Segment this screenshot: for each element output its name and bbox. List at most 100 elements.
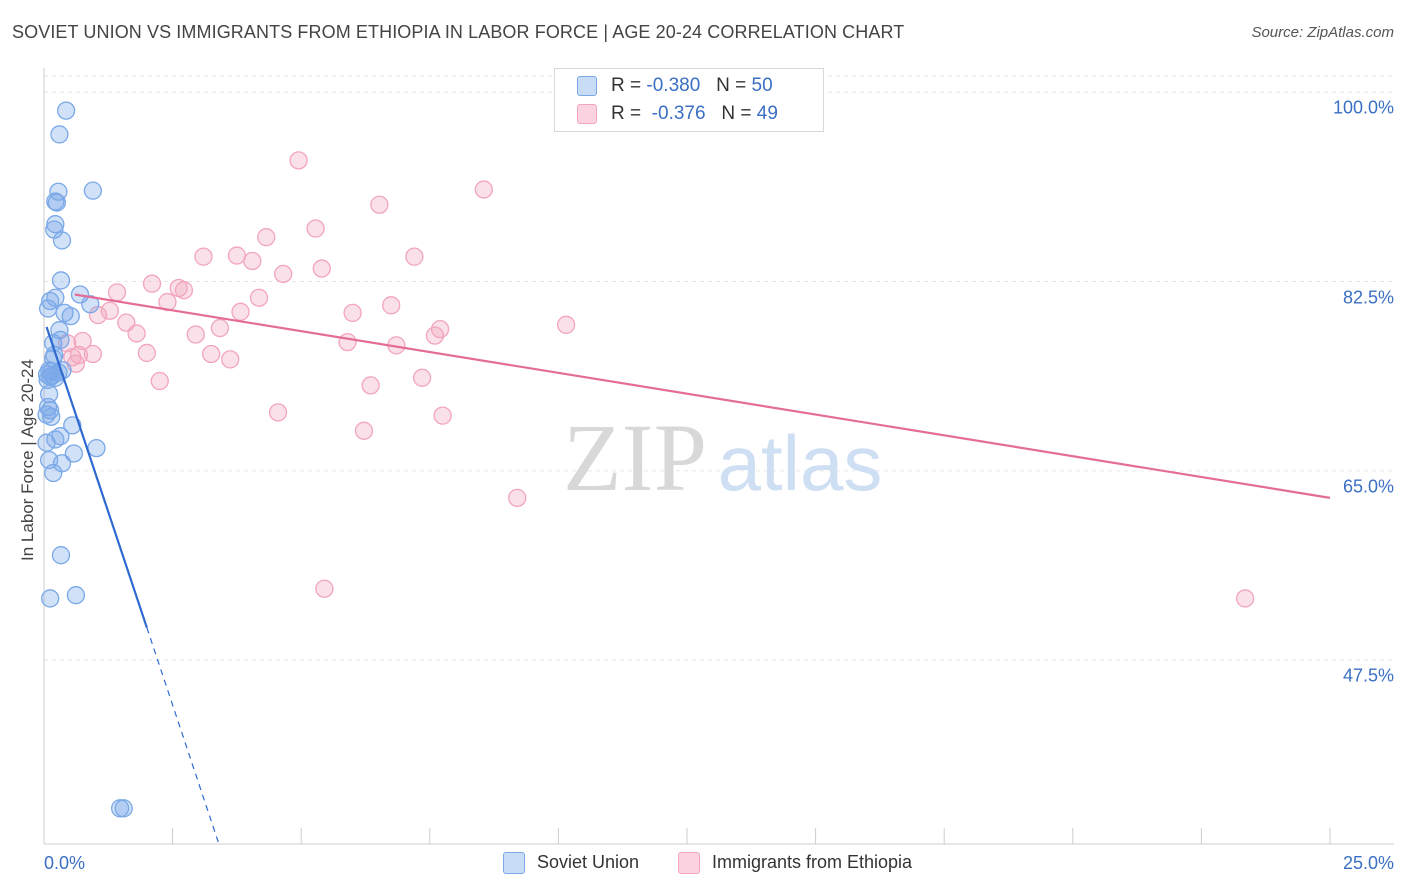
x-tick-max: 25.0%: [1342, 853, 1394, 873]
soviet-union-point: [87, 438, 106, 458]
legend-n-label: N =: [721, 103, 752, 124]
soviet-union-point: [39, 384, 59, 404]
soviet-union-point: [44, 463, 63, 483]
soviet-union-point: [41, 291, 60, 311]
ethiopia-point: [210, 318, 230, 338]
ethiopia-point: [361, 376, 380, 395]
soviet-union-point: [47, 193, 67, 212]
ethiopia-point: [221, 350, 240, 369]
soviet-union-point: [46, 215, 65, 234]
bottom-legend-label: Soviet Union: [537, 852, 640, 872]
ethiopia-point: [174, 281, 194, 300]
legend-n-value: 49: [756, 103, 778, 124]
soviet-union-point: [37, 433, 56, 452]
stats-legend: R = -0.380 N = 50 R = -0.376 N = 49: [554, 68, 824, 132]
soviet-union-point: [44, 334, 63, 353]
ethiopia-point: [556, 315, 576, 334]
ethiopia-point: [1235, 589, 1255, 608]
soviet-union-point: [66, 586, 86, 605]
ethiopia-point: [425, 326, 445, 345]
legend-row-ethiopia: R = -0.376 N = 49: [577, 103, 778, 127]
legend-swatch-soviet-union: [577, 75, 597, 96]
ethiopia-point: [127, 324, 146, 343]
soviet-union-point: [63, 416, 82, 435]
y-tick-label: 100.0%: [1332, 97, 1394, 118]
ethiopia-point: [354, 421, 374, 440]
soviet-union-point: [46, 288, 65, 307]
ethiopia-point: [150, 371, 169, 391]
data-points: [37, 101, 1255, 818]
watermark-atlas: atlas: [718, 419, 883, 507]
ethiopia-trend-line: [74, 293, 1331, 499]
ethiopia-point: [508, 488, 527, 508]
ethiopia-point: [227, 246, 247, 265]
ethiopia-point: [137, 343, 157, 363]
soviet-union-point: [56, 101, 76, 120]
watermark-zip: ZIP: [563, 404, 707, 511]
soviet-union-point: [83, 181, 103, 200]
soviet-union-point: [61, 306, 80, 326]
ethiopia-point: [100, 301, 119, 320]
bottom-legend-swatch-soviet-union: [503, 852, 525, 875]
ethiopia-point: [194, 247, 213, 266]
soviet-union-point: [41, 589, 60, 608]
soviet-union-point: [64, 444, 83, 463]
soviet-union-point: [81, 295, 100, 314]
ethiopia-point: [474, 180, 493, 199]
ethiopia-point: [243, 251, 262, 271]
soviet-union-point: [42, 407, 61, 426]
y-tick-label: 82.5%: [1342, 287, 1394, 308]
bottom-legend-ethiopia: Immigrants from Ethiopia: [678, 852, 913, 875]
soviet-union-point: [51, 271, 71, 290]
ethiopia-point: [186, 325, 205, 344]
watermark: ZIP atlas: [563, 404, 882, 511]
ethiopia-point: [338, 332, 357, 352]
axes: [43, 68, 1394, 845]
ethiopia-point: [405, 247, 424, 266]
legend-n-value: 50: [751, 75, 773, 96]
ethiopia-point: [412, 368, 432, 387]
soviet-union-point: [50, 125, 69, 144]
ethiopia-point: [274, 264, 293, 284]
ethiopia-point: [315, 579, 334, 598]
soviet-union-point: [51, 546, 71, 565]
legend-n-label: N =: [716, 75, 747, 96]
ethiopia-point: [142, 274, 162, 293]
soviet-union-point: [38, 397, 58, 417]
legend-swatch-ethiopia: [577, 103, 597, 124]
legend-row-soviet-union: R = -0.380 N = 50: [577, 75, 773, 99]
ethiopia-point: [343, 303, 362, 323]
y-tick-label: 65.0%: [1342, 476, 1394, 497]
bottom-legend-swatch-ethiopia: [678, 852, 700, 875]
bottom-legend-label: Immigrants from Ethiopia: [712, 852, 913, 872]
trend-lines: [45, 293, 1331, 845]
x-tick-min: 0.0%: [44, 853, 86, 873]
ethiopia-point: [268, 403, 288, 422]
ethiopia-point: [433, 406, 452, 425]
ethiopia-point: [231, 302, 250, 321]
legend-r-label: R =: [611, 75, 642, 96]
ethiopia-point: [107, 283, 127, 302]
ethiopia-point: [73, 331, 92, 351]
soviet-union-trend-line: [45, 326, 148, 629]
soviet-union-point: [38, 299, 58, 318]
gridlines: [44, 75, 1394, 661]
ethiopia-point: [312, 259, 331, 278]
soviet-union-trend-extension: [146, 627, 220, 845]
chart-title: SOVIET UNION VS IMMIGRANTS FROM ETHIOPIA…: [12, 22, 905, 42]
y-tick-label: 47.5%: [1342, 665, 1394, 686]
ethiopia-point: [370, 195, 389, 214]
source-label: Source: ZipAtlas.com: [1251, 24, 1394, 41]
legend-r-value: -0.380: [646, 75, 701, 96]
legend-r-label: R =: [611, 103, 642, 124]
bottom-legend-soviet-union: Soviet Union: [503, 852, 640, 875]
ethiopia-point: [202, 344, 221, 364]
soviet-union-point: [52, 231, 72, 250]
soviet-union-point: [41, 367, 60, 386]
ethiopia-point: [289, 151, 308, 170]
ethiopia-point: [83, 344, 103, 364]
legend-r-value: -0.376: [651, 103, 706, 124]
ethiopia-point: [382, 296, 401, 315]
ethiopia-point: [249, 288, 269, 307]
